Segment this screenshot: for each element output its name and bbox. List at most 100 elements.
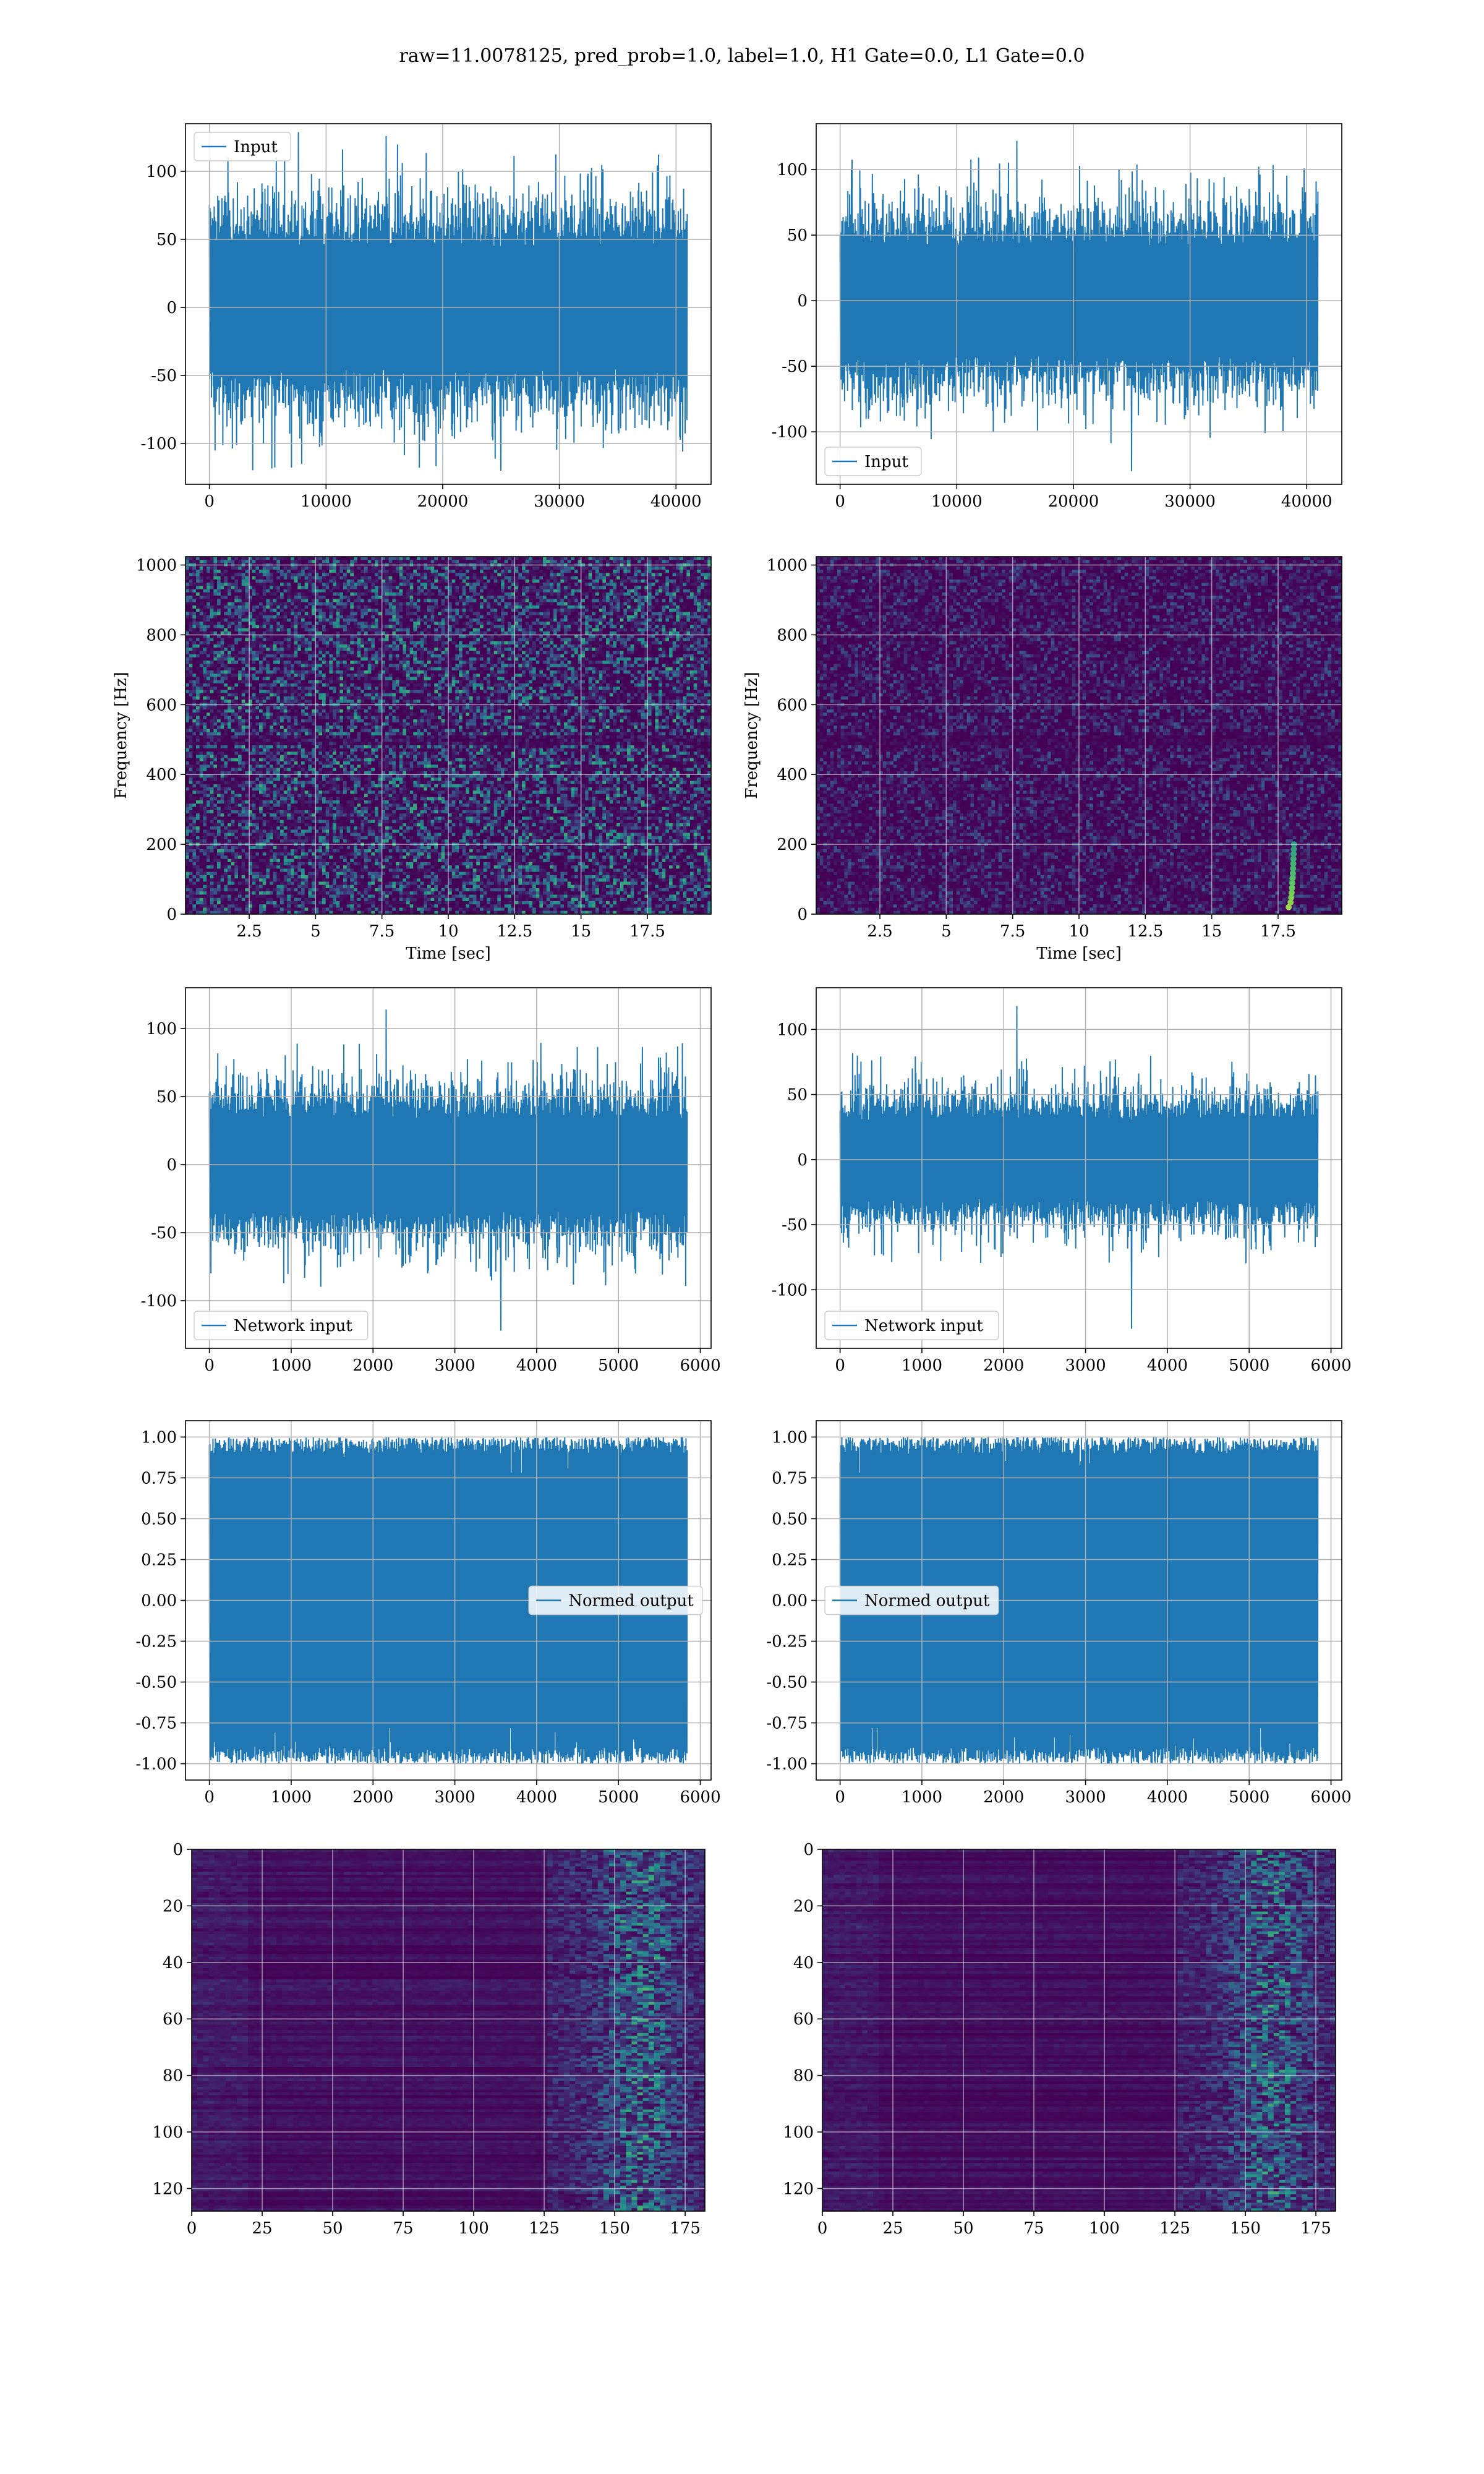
spectrogram-cell [210,599,214,603]
spectrogram-cell [451,573,456,577]
spectrogram-cell [388,583,393,586]
spectrogram-cell [602,592,607,596]
spectrogram-cell [350,618,354,622]
spectrogram-cell [651,635,655,638]
spectrogram-cell [704,622,708,625]
spectrogram-cell [325,618,330,622]
spectrogram-cell [553,644,558,648]
spectrogram-cell [392,654,396,658]
spectrogram-cell [627,570,631,573]
spectrogram-cell [270,609,274,612]
spectrogram-cell [595,641,600,645]
spectrogram-cell [532,570,537,573]
spectrogram-cell [504,576,508,580]
spectrogram-cell [434,589,438,593]
spectrogram-cell [255,602,260,606]
spectrogram-cell [245,635,249,638]
spectrogram-cell [424,570,428,573]
spectrogram-cell [567,654,571,658]
spectrogram-cell [287,635,291,638]
spectrogram-cell [662,635,666,638]
spectrogram-cell [273,635,277,638]
spectrogram-cell [571,657,575,661]
spectrogram-cell [532,605,537,609]
spectrogram-cell [382,599,386,603]
spectrogram-cell [266,651,270,655]
spectrogram-cell [532,635,537,638]
spectrogram-cell [556,589,561,593]
spectrogram-cell [207,631,211,635]
spectrogram-cell [459,599,463,603]
spectrogram-cell [634,573,638,577]
spectrogram-cell [406,566,411,570]
subplot-grid: 0 10000 20000 30000 40000-100-50050100Input0… [112,123,1352,2238]
spectrogram-cell [483,622,487,625]
spectrogram-cell [564,576,568,580]
spectrogram-cell [406,557,411,560]
spectrogram-cell [392,583,396,586]
spectrogram-cell [375,644,379,648]
spectrogram-cell [325,631,330,635]
spectrogram-cell [189,586,193,590]
spectrogram-cell [301,570,305,573]
spectrogram-cell [476,615,480,619]
spectrogram-cell [249,661,253,664]
spectrogram-cell [329,566,333,570]
spectrogram-cell [434,576,438,580]
spectrogram-cell [417,589,421,593]
spectrogram-cell [490,638,495,642]
spectrogram-cell [497,589,501,593]
spectrogram-cell [522,638,526,642]
spectrogram-cell [504,596,508,599]
spectrogram-cell [220,573,224,577]
spectrogram-cell [564,586,568,590]
spectrogram-cell [343,573,348,577]
spectrogram-cell [567,625,571,629]
spectrogram-cell [434,602,438,606]
spectrogram-cell [430,592,435,596]
spectrogram-cell [287,592,291,596]
spectrogram-cell [287,657,291,661]
spectrogram-cell [448,628,453,632]
spectrogram-cell [459,651,463,655]
spectrogram-cell [189,638,193,642]
spectrogram-cell [396,644,400,648]
spectrogram-cell [322,654,326,658]
spectrogram-cell [325,625,330,629]
spectrogram-cell [238,557,242,560]
spectrogram-cell [669,576,673,580]
spectrogram-cell [329,557,333,560]
spectrogram-cell [676,586,680,590]
spectrogram-cell [634,560,638,564]
spectrogram-cell [322,612,326,616]
spectrogram-cell [508,576,512,580]
spectrogram-cell [648,638,652,642]
spectrogram-cell [476,644,480,648]
spectrogram-cell [556,641,561,645]
spectrogram-cell [434,605,438,609]
spectrogram-cell [550,560,554,564]
spectrogram-cell [599,566,603,570]
spectrogram-cell [336,648,340,651]
spectrogram-cell [441,573,445,577]
spectrogram-cell [676,557,680,560]
spectrogram-cell [189,576,193,580]
spectrogram-cell [620,573,624,577]
spectrogram-cell [508,612,512,616]
spectrogram-cell [241,596,245,599]
spectrogram-cell [662,648,666,651]
spectrogram-cell [413,618,417,622]
spectrogram-cell [336,592,340,596]
spectrogram-cell [312,566,316,570]
spectrogram-cell [322,596,326,599]
spectrogram-cell [207,661,211,664]
spectrogram-cell [599,596,603,599]
spectrogram-cell [333,648,337,651]
spectrogram-cell [490,586,495,590]
spectrogram-cell [567,599,571,603]
spectrogram-cell [592,628,596,632]
spectrogram-cell [273,573,277,577]
spectrogram-cell [535,618,540,622]
spectrogram-cell [424,560,428,564]
spectrogram-cell [403,628,407,632]
